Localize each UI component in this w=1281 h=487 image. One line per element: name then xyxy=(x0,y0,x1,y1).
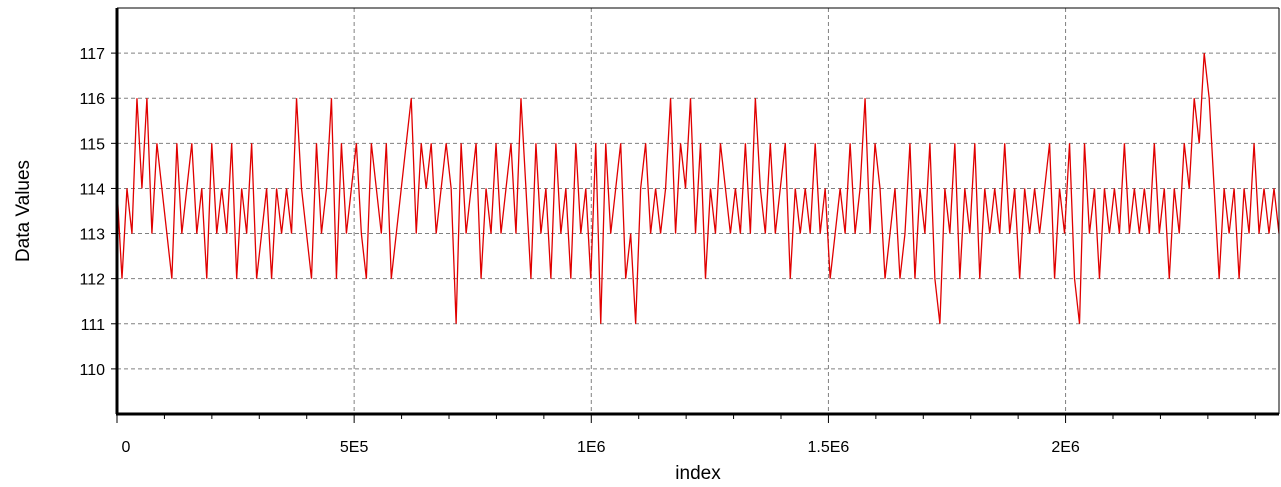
y-tick-label: 113 xyxy=(79,227,105,244)
y-tick-label: 114 xyxy=(79,181,105,198)
x-tick-label: 0 xyxy=(122,439,131,456)
y-tick-label: 117 xyxy=(79,46,105,63)
tick-labels: 110 111 112 113 114 115 116 117 0 5E5 1E6 1.5E6 2E6 xyxy=(79,46,1079,456)
y-tick-label: 111 xyxy=(81,317,105,334)
y-tick-label: 112 xyxy=(79,272,105,289)
axes xyxy=(115,7,1280,416)
x-tick-label: 2E6 xyxy=(1051,439,1080,456)
series-layer xyxy=(116,53,1280,324)
y-tick-label: 116 xyxy=(79,91,105,108)
x-tick-label: 1E6 xyxy=(577,439,606,456)
x-tick-label: 1.5E6 xyxy=(808,439,850,456)
series-line-0 xyxy=(116,53,1280,324)
axis-ticks xyxy=(111,52,1256,423)
y-axis-title: Data Values xyxy=(13,160,34,262)
y-tick-label: 115 xyxy=(79,136,105,153)
x-axis-title: index xyxy=(675,463,721,484)
x-tick-label: 5E5 xyxy=(340,439,369,456)
y-tick-label: 110 xyxy=(79,362,105,379)
grid-lines xyxy=(117,8,1279,414)
